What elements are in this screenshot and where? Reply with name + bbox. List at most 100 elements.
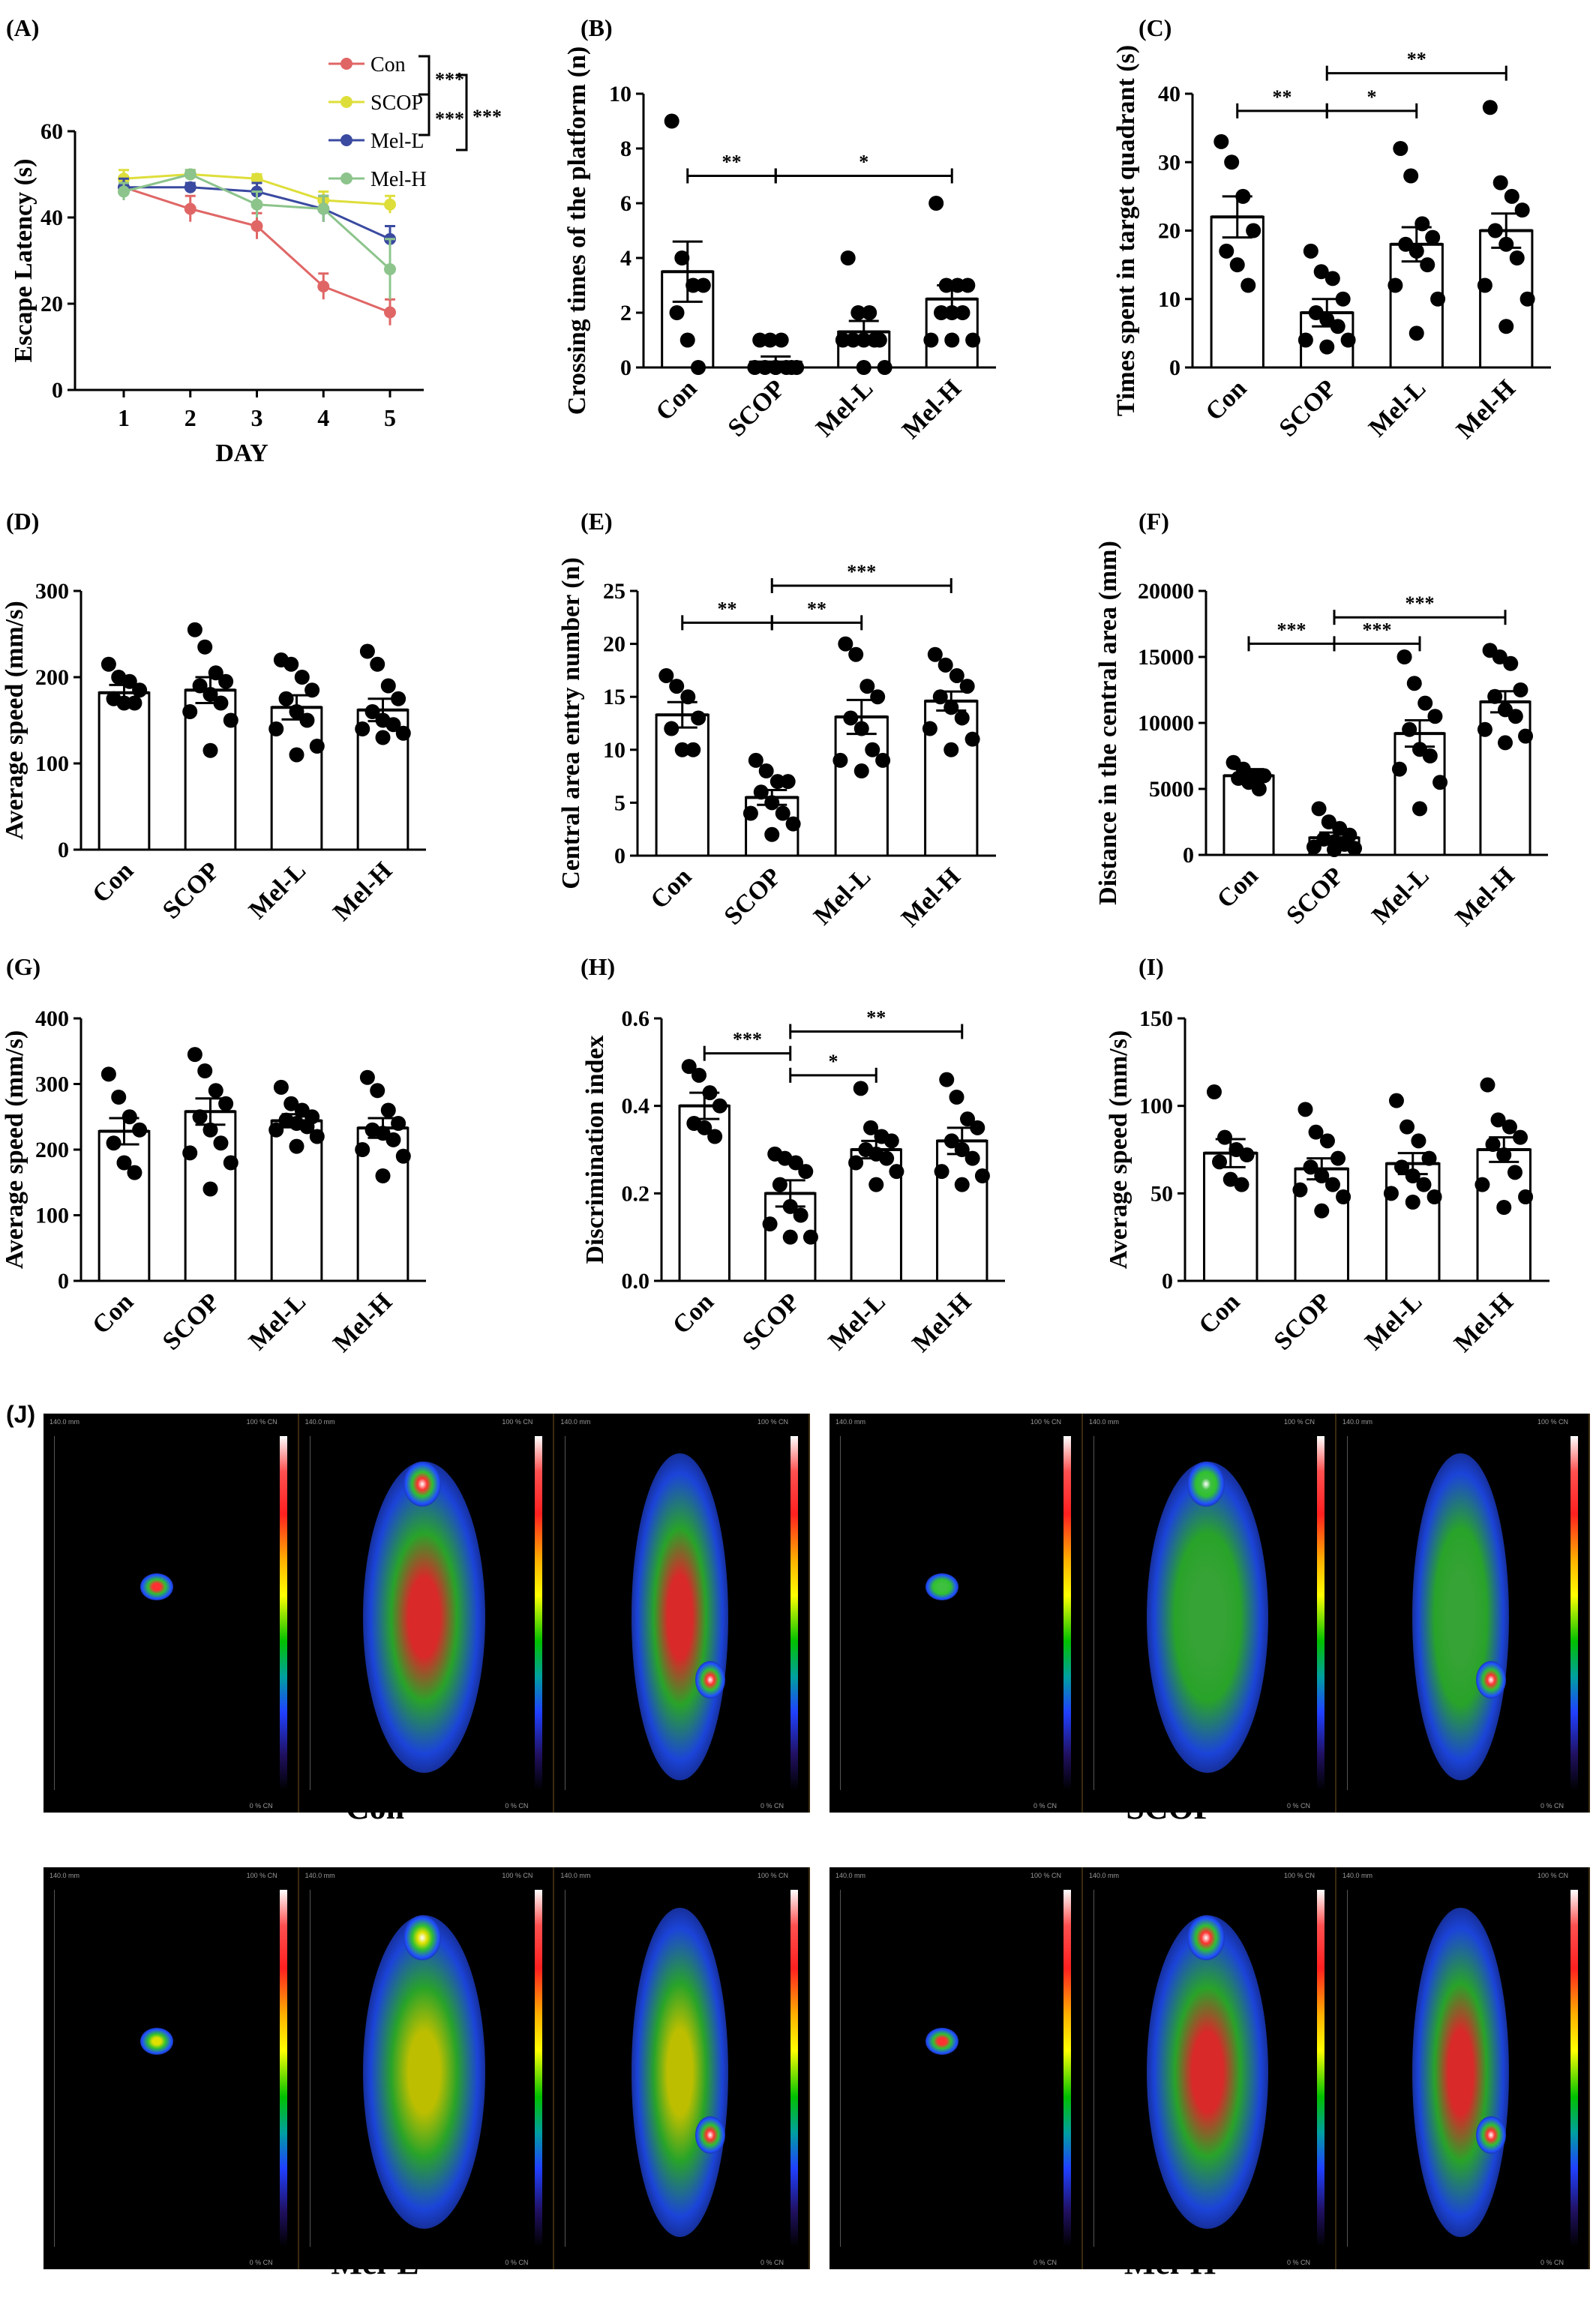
bladder-signal — [694, 1660, 725, 1699]
data-point — [309, 1129, 325, 1144]
data-point — [762, 332, 778, 348]
data-point — [1507, 1165, 1522, 1180]
pet-image-Con: 140.0 mm 100 % CN 0 % CN 140.0 mm 100 % CN 0 … — [44, 1414, 810, 1813]
x-tick-label: Con — [1212, 862, 1264, 913]
data-point — [866, 332, 882, 348]
chart-panel-3: (D) 0 100 200 300 Average speed (mm/s) Con SCOP… — [1, 508, 426, 926]
brain-axial-signal — [926, 1573, 959, 1600]
data-point — [273, 1079, 289, 1095]
data-point — [317, 202, 330, 215]
y-tick-label: 0 — [620, 355, 632, 380]
y-tick-label: 400 — [35, 1006, 69, 1031]
x-tick-label: SCOP — [723, 374, 790, 442]
pet-view: 140.0 mm 100 % CN 0 % CN — [299, 1867, 555, 2269]
x-tick-label: SCOP — [158, 1288, 225, 1355]
data-point — [862, 305, 878, 320]
ruler-line — [1347, 1436, 1348, 1790]
data-point — [1480, 1077, 1496, 1093]
ruler-label: 140.0 mm — [50, 1872, 80, 1879]
body-sagittal-signal — [1412, 1907, 1509, 2238]
y-tick-label: 0.2 — [622, 1181, 650, 1206]
data-point — [707, 1129, 723, 1144]
sig-label: *** — [733, 1029, 762, 1051]
data-point — [182, 1145, 198, 1161]
data-point — [1383, 1186, 1399, 1201]
data-point — [1324, 271, 1340, 286]
legend-marker — [340, 172, 352, 184]
data-point — [692, 1067, 707, 1083]
data-point — [355, 1142, 370, 1157]
y-tick-label: 5 — [614, 790, 626, 815]
pet-view: 140.0 mm 100 % CN 0 % CN — [830, 1867, 1083, 2269]
y-tick-label: 0 — [614, 844, 626, 868]
data-point — [1396, 649, 1412, 664]
data-point — [1513, 682, 1528, 697]
pet-view: 140.0 mm 100 % CN 0 % CN — [1336, 1414, 1590, 1813]
x-tick-label: Mel-H — [907, 1288, 976, 1357]
data-point — [960, 277, 976, 293]
data-point — [877, 360, 892, 375]
data-point — [184, 181, 196, 193]
legend-label: SCOP — [370, 91, 423, 115]
sig-label: * — [859, 151, 868, 173]
body-sagittal-signal — [631, 1907, 728, 2238]
data-point — [395, 1148, 411, 1164]
data-point — [1206, 1084, 1222, 1099]
data-point — [1408, 325, 1424, 341]
data-point — [1391, 761, 1407, 777]
data-point — [1430, 291, 1446, 307]
data-point — [853, 1081, 868, 1096]
y-tick-label: 100 — [35, 751, 69, 776]
data-point — [674, 742, 690, 757]
data-point — [1298, 332, 1313, 348]
data-point — [1504, 188, 1520, 204]
sig-label: *** — [472, 106, 502, 127]
data-point — [1492, 175, 1508, 190]
color-scale-bar — [1317, 1890, 1324, 2247]
scale-min-label: 0 % CN — [249, 1802, 273, 1810]
data-point — [391, 691, 406, 706]
data-point — [213, 1135, 229, 1151]
scale-max-label: 100 % CN — [1030, 1418, 1062, 1426]
data-point — [938, 657, 953, 673]
scale-max-label: 100 % CN — [1284, 1418, 1316, 1426]
bar-Con — [655, 713, 710, 857]
chart-panel-5: (F) 0 5000 10000 15000 20000 Distance in the c… — [1094, 508, 1548, 931]
ruler-label: 140.0 mm — [836, 1872, 866, 1879]
sig-label: ** — [722, 151, 742, 173]
data-point — [1303, 243, 1318, 259]
body-coronal-signal — [362, 1461, 486, 1773]
data-point — [782, 1229, 798, 1245]
x-tick-label: Con — [650, 374, 702, 426]
legend-marker — [340, 134, 352, 146]
color-scale-bar — [790, 1436, 798, 1790]
scale-min-label: 0 % CN — [505, 1802, 529, 1810]
data-point — [106, 1135, 122, 1151]
sig-label: ** — [807, 598, 826, 619]
ruler-label: 140.0 mm — [560, 1872, 591, 1879]
data-point — [1477, 721, 1492, 737]
data-point — [197, 1063, 213, 1078]
scale-min-label: 0 % CN — [249, 2259, 273, 2266]
y-tick-label: 150 — [1139, 1006, 1173, 1031]
data-point — [949, 667, 964, 683]
scale-min-label: 0 % CN — [505, 2259, 529, 2266]
x-tick-label: Mel-H — [1449, 1288, 1519, 1357]
ruler-line — [1347, 1890, 1348, 2247]
data-point — [370, 1083, 386, 1099]
data-point — [1427, 709, 1443, 724]
data-point — [1509, 250, 1525, 265]
y-tick-label: 50 — [1150, 1181, 1173, 1206]
data-point — [928, 196, 944, 211]
sig-label: ** — [1273, 86, 1292, 108]
data-point — [1514, 202, 1530, 218]
color-scale-bar — [535, 1436, 543, 1790]
data-point — [223, 1155, 238, 1171]
sig-label: ** — [718, 598, 737, 619]
x-tick-label: Con — [1193, 1288, 1245, 1339]
data-point — [1405, 1168, 1420, 1183]
y-axis-label: Central area entry number (n) — [557, 557, 585, 889]
bladder-signal — [1475, 1660, 1506, 1699]
data-point — [122, 1109, 137, 1125]
head-signal — [404, 1915, 442, 1961]
